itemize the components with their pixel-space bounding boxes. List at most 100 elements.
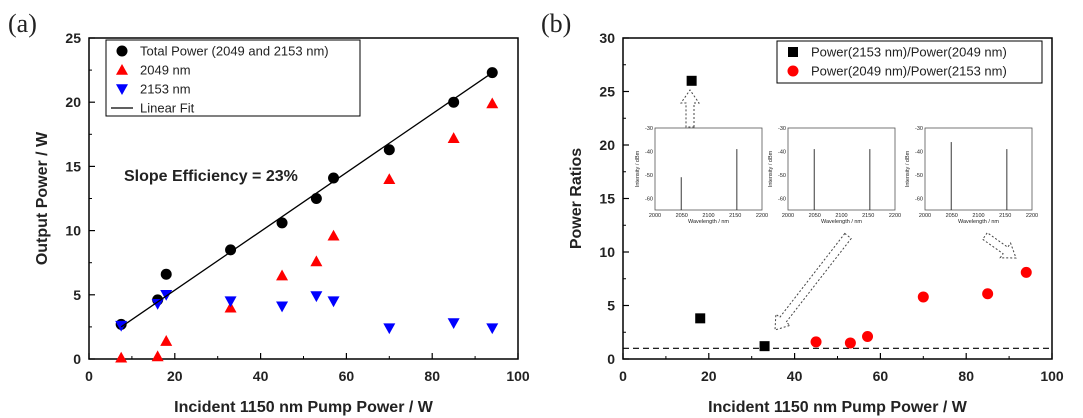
inset-y-title: Intensity / dBm [905,150,911,187]
inset-y-tick-label: -30 [778,126,786,132]
inset-x-tick-label: 2100 [972,213,984,219]
legend-marker [116,84,128,95]
spectrum-inset: 2000 2050 2100 2150 2200 -30 -40 -50 -60 Waveleng… [635,126,768,225]
y-axis-title: Power Ratios [568,148,585,249]
inset-y-tick-label: -40 [645,149,653,155]
inset-y-tick-label: -60 [778,196,786,202]
inset-frame [924,127,1033,211]
x-tick-label: 40 [787,368,803,384]
data-point [327,229,340,241]
data-point [917,291,929,303]
data-point [225,244,237,256]
pointer-arrow [982,232,1017,259]
inset-y-tick-label: -30 [915,126,923,132]
data-point [224,296,237,308]
data-point [151,350,164,362]
x-tick-label: 80 [424,368,440,384]
legend-label: Power(2049 nm)/Power(2153 nm) [811,64,1007,79]
inset-x-tick-label: 2150 [729,213,741,219]
legend-box [105,39,361,117]
x-axis-title: Incident 1150 nm Pump Power / W [708,399,968,416]
y-tick-label: 15 [65,158,81,174]
data-point [448,96,460,108]
y-tick-label: 25 [599,84,615,100]
legend-marker [116,45,128,57]
legend-label: 2049 nm [140,63,191,78]
legend-label: 2153 nm [140,82,191,97]
data-point [447,318,460,330]
data-point [276,269,289,281]
panel-label: (a) [8,9,37,38]
x-tick-label: 40 [253,368,269,384]
y-tick-label: 5 [607,298,615,314]
inset-x-title: Wavelength / nm [821,219,862,225]
inset-y-tick-label: -40 [778,149,786,155]
inset-x-tick-label: 2100 [835,213,847,219]
data-point [810,336,822,348]
inset-y-tick-label: -50 [645,173,653,179]
inset-y-title: Intensity / dBm [768,150,774,187]
data-point [486,97,499,109]
fit-line [120,72,493,328]
panel-label: (b) [541,9,571,38]
data-point [383,323,396,335]
x-tick-label: 0 [619,368,627,384]
inset-y-tick-label: -30 [645,126,653,132]
inset-x-tick-label: 2000 [649,213,661,219]
y-tick-label: 0 [73,351,81,367]
data-point [447,132,460,143]
data-point [862,331,874,343]
legend-box [776,40,1043,84]
inset-x-tick-label: 2050 [946,213,958,219]
x-tick-label: 100 [1040,368,1064,384]
y-tick-label: 10 [599,244,615,260]
inset-y-tick-label: -40 [915,149,923,155]
x-tick-label: 20 [701,368,717,384]
data-point [686,75,697,86]
x-tick-label: 100 [506,368,530,384]
data-point [383,144,395,156]
inset-x-tick-label: 2050 [676,213,688,219]
y-tick-label: 20 [599,137,615,153]
series-linear-fit [120,72,493,328]
inset-x-tick-label: 2000 [782,213,794,219]
legend: Total Power (2049 and 2153 nm) 2049 nm 215… [105,39,361,117]
legend-label: Linear Fit [140,101,195,116]
x-tick-label: 0 [85,368,93,384]
legend-marker [116,64,128,75]
series-2049-nm [115,97,499,363]
y-tick-label: 0 [607,351,615,367]
spectrum-inset: 2000 2050 2100 2150 2200 -30 -40 -50 -60 Waveleng… [768,126,901,225]
y-tick-label: 10 [65,223,81,239]
chart-panel-b: (b) 0 20 40 60 80 100 0 5 10 15 20 25 30 Incident 1150… [541,9,1064,416]
legend-marker [787,65,799,77]
inset-y-title: Intensity / dBm [635,150,641,187]
legend: Power(2153 nm)/Power(2049 nm) Power(2049 … [776,40,1043,84]
y-tick-label: 25 [65,30,81,46]
data-point [383,173,396,185]
inset-x-tick-label: 2150 [862,213,874,219]
data-point [844,337,856,349]
x-tick-label: 60 [339,368,355,384]
data-point [759,341,770,352]
inset-x-tick-label: 2200 [889,213,901,219]
x-axis-title: Incident 1150 nm Pump Power / W [174,399,434,416]
legend-marker [788,47,798,57]
series-2153-nm [115,290,499,335]
data-point [328,172,340,184]
y-tick-label: 30 [599,30,615,46]
data-point [1020,266,1032,278]
y-axis-title: Output Power / W [34,131,51,265]
series-power-2153-nm-power-2049-nm- [686,75,770,352]
inset-y-tick-label: -60 [645,196,653,202]
x-tick-label: 80 [958,368,974,384]
inset-x-tick-label: 2200 [756,213,768,219]
inset-y-tick-label: -50 [778,173,786,179]
data-point [982,288,994,300]
inset-frame [787,127,896,211]
data-point [276,301,289,313]
legend-label: Power(2153 nm)/Power(2049 nm) [811,45,1007,60]
legend-label: Total Power (2049 and 2153 nm) [140,44,329,59]
slope-annotation: Slope Efficiency = 23% [124,168,298,185]
pointer-arrow [774,232,852,331]
